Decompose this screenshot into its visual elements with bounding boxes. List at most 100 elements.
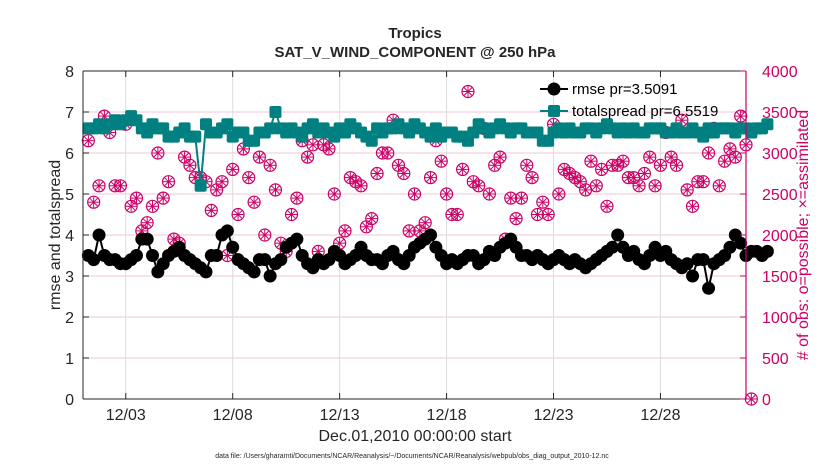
rmse-marker <box>220 224 234 238</box>
obs-marker <box>616 154 630 168</box>
obs-marker <box>541 207 555 222</box>
totalspread-marker <box>189 130 202 143</box>
obs-marker <box>600 199 614 213</box>
obs-marker <box>145 199 160 213</box>
obs-marker <box>252 150 267 164</box>
y-tick-label-right: 500 <box>762 351 789 368</box>
rmse-marker <box>92 228 106 242</box>
totalspread-marker <box>269 106 282 118</box>
obs-marker <box>439 187 454 201</box>
obs-marker <box>653 158 668 172</box>
tick-labels: 0 1 2 3 4 5 6 7 8 0 500 1000 1500 2000 2500 3000 3500 400… <box>65 64 798 424</box>
obs-marker <box>552 187 566 201</box>
obs-marker <box>536 195 550 209</box>
rmse-marker <box>146 249 160 262</box>
rmse-marker <box>274 253 288 267</box>
obs-marker <box>268 183 283 197</box>
legend-spread-marker <box>548 105 560 117</box>
obs-marker <box>520 158 534 172</box>
x-tick-label: 12/23 <box>533 407 573 424</box>
x-tick-label: 12/03 <box>106 407 146 424</box>
y-tick-label-right: 1500 <box>762 269 798 286</box>
obs-marker <box>712 179 726 193</box>
y-tick-label: 7 <box>65 105 74 122</box>
obs-marker <box>407 187 422 201</box>
obs-marker <box>472 179 486 193</box>
obs-marker <box>263 158 277 172</box>
obs-marker <box>504 191 518 205</box>
obs-marker <box>744 392 758 406</box>
x-tick-label: 12/08 <box>213 407 253 424</box>
rmse-marker <box>226 240 240 254</box>
obs-marker <box>456 162 470 176</box>
obs-marker <box>578 183 593 197</box>
y-tick-label: 1 <box>65 351 74 368</box>
obs-marker <box>418 216 432 230</box>
chart-title: Tropics <box>388 25 441 42</box>
obs-marker <box>632 179 646 193</box>
obs-marker <box>423 171 438 185</box>
obs-marker <box>161 175 176 189</box>
obs-marker <box>156 191 170 205</box>
obs-marker <box>242 171 256 185</box>
totalspread-marker <box>264 122 277 135</box>
y-tick-label: 8 <box>65 64 74 81</box>
rmse-marker <box>696 253 710 267</box>
obs-marker <box>365 212 379 226</box>
axes <box>82 70 747 400</box>
obs-marker <box>87 195 101 209</box>
obs-marker <box>231 207 245 222</box>
y-tick-label-right: 3500 <box>762 105 798 122</box>
y-axis-label: rmse and totalspread <box>47 160 64 310</box>
rmse-marker <box>605 240 619 254</box>
obs-marker <box>669 158 684 172</box>
obs-marker <box>322 142 336 156</box>
obs-marker <box>434 154 448 168</box>
x-axis-label: Dec.01,2010 00:00:00 start <box>318 428 512 445</box>
obs-marker <box>701 146 716 160</box>
obs-marker <box>354 179 368 193</box>
obs-marker <box>92 179 106 193</box>
legend: rmse pr=3.5091 totalspread pr=6.5519 <box>540 81 718 120</box>
x-tick-label: 12/13 <box>320 407 360 424</box>
obs-marker <box>140 216 154 230</box>
rmse-marker <box>611 228 625 242</box>
rmse-marker <box>199 265 213 279</box>
obs-marker <box>215 175 229 189</box>
totalspread-marker <box>221 118 234 131</box>
y-tick-label-right: 3000 <box>762 146 798 163</box>
rmse-marker <box>760 244 774 258</box>
rmse-marker <box>87 253 101 267</box>
rmse-marker <box>140 232 154 246</box>
obs-marker <box>113 179 128 193</box>
totalspread-marker <box>761 118 774 131</box>
rmse-marker <box>247 265 261 279</box>
rmse-marker <box>263 269 277 283</box>
rmse-marker <box>129 249 143 262</box>
chart-subtitle: SAT_V_WIND_COMPONENT @ 250 hPa <box>274 44 556 61</box>
obs-marker <box>723 142 737 156</box>
y-tick-label: 6 <box>65 146 74 163</box>
obs-marker <box>584 154 598 168</box>
obs-marker <box>734 109 748 123</box>
rmse-marker <box>686 269 700 283</box>
obs-marker <box>338 224 352 238</box>
obs-marker <box>648 179 662 193</box>
obs-marker <box>643 150 657 164</box>
obs-marker <box>589 179 603 193</box>
obs-marker <box>696 175 710 189</box>
y-axis-label-right: # of obs: o=possible; ×=assimilated <box>795 110 812 360</box>
obs-marker <box>129 191 144 205</box>
obs-marker <box>514 191 529 205</box>
obs-marker <box>226 162 240 176</box>
totalspread-marker <box>194 179 207 192</box>
rmse-marker <box>258 253 272 267</box>
legend-spread-label: totalspread pr=6.5519 <box>572 103 718 120</box>
y-tick-label: 2 <box>65 310 74 327</box>
y-tick-label-right: 0 <box>762 392 771 409</box>
y-tick-label-right: 2500 <box>762 187 798 204</box>
obs-marker <box>525 171 539 185</box>
rmse-marker <box>290 232 304 246</box>
y-tick-label-right: 4000 <box>762 64 798 81</box>
legend-rmse-marker <box>547 82 561 96</box>
